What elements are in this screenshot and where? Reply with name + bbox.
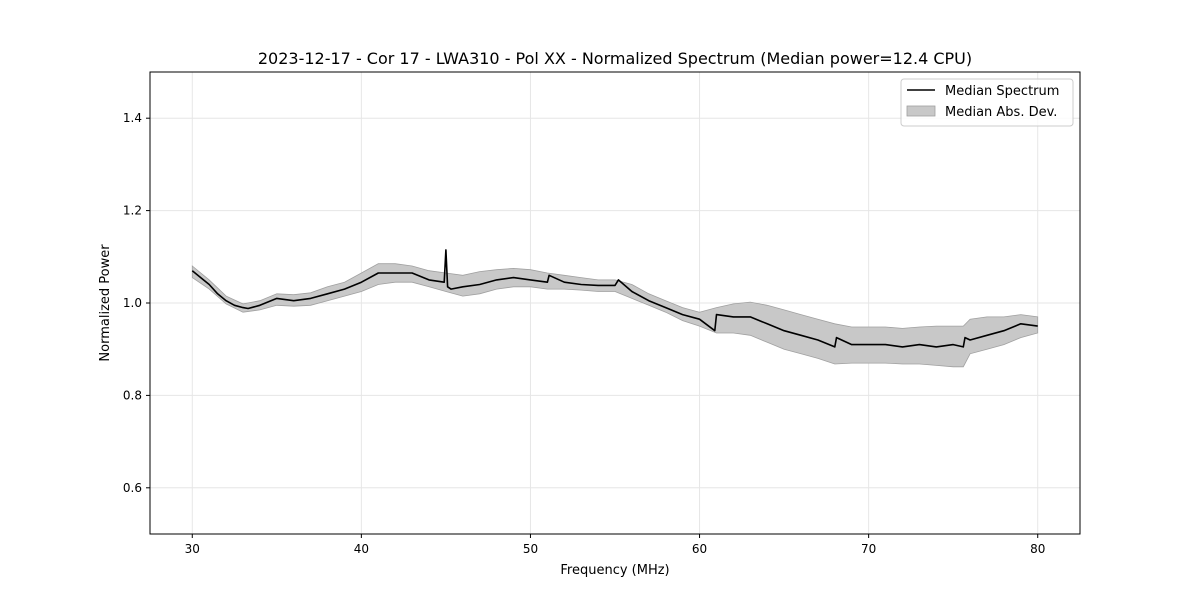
y-tick-label: 0.6	[123, 481, 142, 495]
median-spectrum-line	[191, 249, 1038, 348]
x-ticks: 30 40 50 60 70 80	[185, 534, 1045, 556]
mad-band	[191, 263, 1039, 368]
y-tick-label: 0.8	[123, 388, 142, 402]
x-axis-label: Frequency (MHz)	[560, 563, 669, 578]
y-axis-label: Normalized Power	[98, 244, 113, 362]
legend-mad-swatch	[906, 105, 936, 117]
mad-band-layer	[191, 263, 1039, 368]
x-tick-label: 30	[185, 542, 200, 556]
legend-box	[900, 78, 1074, 127]
y-tick-label: 1.0	[123, 296, 142, 310]
y-tick-label: 1.2	[123, 204, 142, 218]
x-tick-label: 70	[861, 542, 876, 556]
median-spectrum-layer	[191, 249, 1038, 348]
x-tick-label: 40	[354, 542, 369, 556]
legend-median-spectrum-label: Median Spectrum	[945, 84, 1059, 99]
x-tick-label: 50	[523, 542, 538, 556]
legend: Median Spectrum Median Abs. Dev.	[900, 78, 1074, 127]
x-tick-label: 80	[1030, 542, 1045, 556]
legend-mad-label: Median Abs. Dev.	[945, 105, 1057, 120]
y-tick-label: 1.4	[123, 111, 142, 125]
x-tick-label: 60	[692, 542, 707, 556]
chart-title: 2023-12-17 - Cor 17 - LWA310 - Pol XX - …	[258, 49, 972, 68]
y-ticks: 0.6 0.8 1.0 1.2 1.4	[123, 111, 150, 495]
